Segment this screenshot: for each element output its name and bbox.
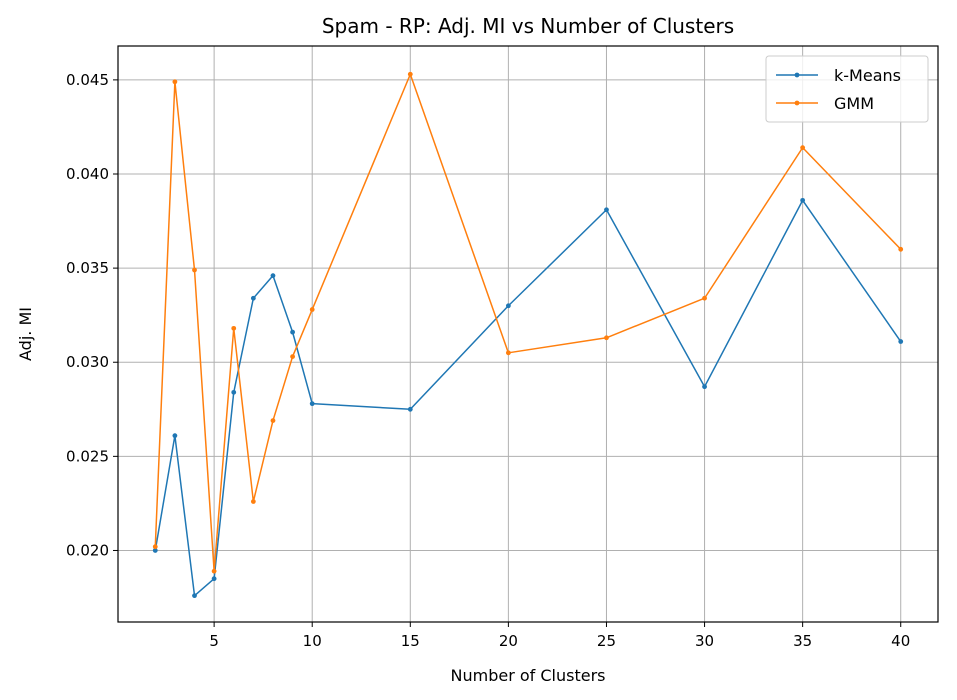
data-point-k-means [192,593,197,599]
data-point-gmm [231,325,237,331]
x-tick-label: 5 [209,632,219,650]
data-point-k-means [172,433,178,439]
legend-entries: k-Means GMM [776,66,901,113]
plot-frame [117,45,939,623]
data-point-gmm [604,335,609,341]
data-point-gmm [898,246,904,252]
data-point-k-means [270,273,276,279]
data-point-gmm [192,267,197,273]
data-point-gmm [211,568,217,574]
y-tick-label: 0.025 [66,447,109,465]
series-k-means [152,197,904,599]
data-point-k-means [309,401,315,407]
legend-marker-gmm [794,100,800,106]
legend: k-Means GMM [765,55,929,123]
legend-label-k-means: k-Means [834,66,901,85]
data-point-gmm [702,295,707,301]
y-tick-label: 0.030 [66,353,109,371]
y-tick-label: 0.045 [66,71,109,89]
data-point-gmm [250,499,256,504]
series-layer [152,71,904,599]
x-tick-label: 10 [303,632,322,650]
data-point-k-means [290,329,295,335]
x-tick-label: 15 [401,632,420,650]
data-point-gmm [270,418,276,423]
data-point-k-means [152,548,158,553]
data-point-k-means [505,303,511,309]
data-point-k-means [604,207,609,213]
x-tick-label: 20 [499,632,518,650]
y-tick-label: 0.035 [66,259,109,277]
data-point-gmm [309,307,315,312]
x-tick-label: 40 [891,632,910,650]
data-point-k-means [407,406,413,412]
series-gmm [152,71,904,574]
data-point-k-means [231,389,237,395]
x-tick-label: 30 [695,632,714,650]
y-tick-label: 0.020 [66,541,109,559]
grid-layer [118,46,938,622]
data-point-gmm [152,544,158,550]
data-point-gmm [800,145,806,151]
data-point-gmm [172,79,178,85]
y-tick-label: 0.040 [66,165,109,183]
data-point-k-means [898,339,904,344]
data-point-gmm [407,71,413,77]
x-tick-label: 35 [793,632,812,650]
tick-layer: 5 10 15 20 25 30 35 40 0.020 0.025 0.030 0.035 0.040… [66,71,910,650]
data-point-k-means [250,295,256,301]
legend-label-gmm: GMM [834,94,874,113]
data-point-gmm [290,354,295,359]
legend-marker-k-means [794,72,800,78]
y-axis-label: Adj. MI [16,307,35,361]
data-point-k-means [702,384,707,390]
data-point-gmm [505,350,511,356]
data-point-k-means [800,197,806,203]
legend-box [765,55,929,123]
x-tick-label: 25 [597,632,616,650]
chart-title: Spam - RP: Adj. MI vs Number of Clusters [322,14,734,38]
data-point-k-means [211,576,217,582]
x-axis-label: Number of Clusters [451,666,606,685]
